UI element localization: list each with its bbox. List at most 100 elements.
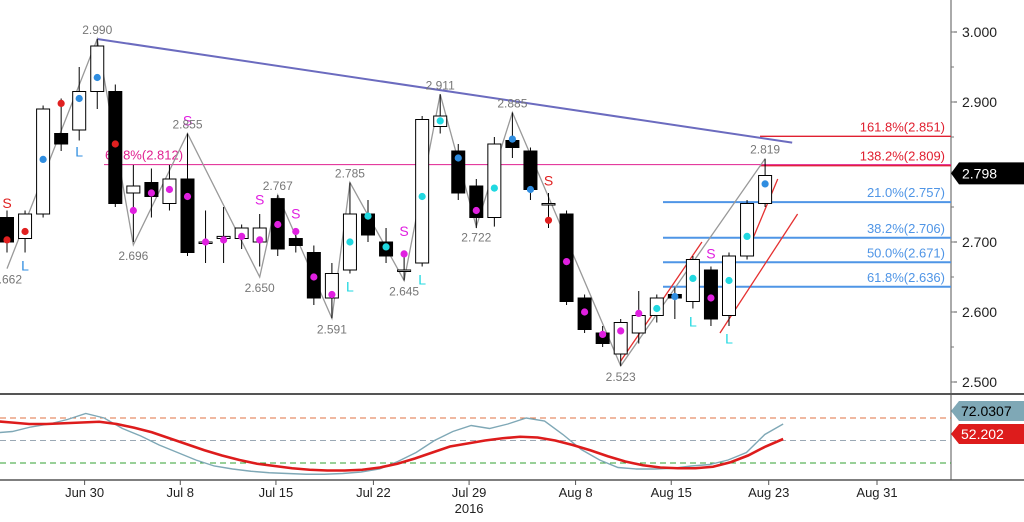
signal-letter: L — [75, 144, 83, 160]
resistance-trendline — [97, 38, 793, 144]
signal-dot — [725, 276, 733, 285]
candle-up — [90, 45, 105, 92]
swing-label: 2.785 — [335, 167, 365, 181]
candle-up — [126, 185, 141, 194]
signal-dot — [490, 184, 498, 192]
y-tick-label: 2.700 — [962, 234, 997, 250]
signal-dot — [508, 135, 516, 143]
signal-dot — [21, 227, 29, 236]
y-tick-label: 2.600 — [962, 304, 997, 320]
signal-dot — [635, 309, 643, 317]
signal-dot — [617, 327, 625, 335]
signal-dot — [147, 189, 155, 197]
signal-letter: S — [2, 195, 11, 211]
candle-down — [523, 150, 538, 190]
candle-up — [415, 119, 430, 264]
candle-up — [758, 175, 773, 204]
signal-dot — [526, 185, 535, 194]
oscillator-value-label: 52.202 — [961, 426, 1004, 442]
candle-down — [54, 133, 69, 145]
candle-up — [72, 91, 87, 131]
x-year-label: 2016 — [455, 501, 484, 516]
signal-dot — [761, 180, 769, 188]
signal-letter: S — [706, 245, 715, 261]
signal-dot — [292, 227, 300, 236]
signal-dot — [238, 232, 246, 240]
x-tick-label: Aug 8 — [559, 485, 593, 500]
signal-dot — [165, 185, 174, 194]
x-tick-label: Jul 22 — [356, 485, 391, 500]
swing-label: 2.722 — [461, 231, 491, 245]
signal-dot — [3, 236, 11, 244]
signal-dot — [274, 220, 282, 229]
signal-dot — [220, 236, 228, 244]
swing-label: 2.662 — [0, 273, 22, 287]
signal-dot — [111, 140, 119, 148]
swing-zigzag-line — [6, 36, 766, 368]
swing-label: 2.855 — [172, 118, 202, 132]
x-tick-label: Aug 15 — [651, 485, 692, 500]
candle-up — [722, 255, 736, 316]
signal-letter: L — [725, 330, 733, 346]
swing-label: 2.591 — [317, 322, 347, 336]
fib-extension-label: 161.8%(2.851) — [860, 119, 945, 134]
signal-dot — [364, 212, 372, 220]
signal-letter: L — [689, 314, 697, 330]
oscillator-value-box — [951, 401, 1024, 421]
y-tick-label: 3.000 — [962, 24, 997, 40]
signal-letter: S — [291, 206, 300, 222]
oscillator-value-box — [951, 424, 1024, 444]
signal-dot — [472, 206, 480, 215]
candle-down — [451, 150, 466, 194]
signal-dot — [57, 99, 65, 107]
y-tick-label: 2.900 — [962, 94, 997, 110]
swing-label: 2.885 — [497, 97, 527, 111]
last-price-label: 2.798 — [962, 165, 997, 181]
x-tick-label: Jul 29 — [452, 485, 487, 500]
last-price-box — [951, 162, 1024, 185]
fib-long-label: 61.8%(2.812) — [105, 148, 183, 163]
signal-dot — [129, 206, 137, 215]
candle-up — [613, 322, 628, 355]
candle-down — [180, 178, 195, 253]
fib-extension-label: 138.2%(2.809) — [860, 149, 945, 164]
x-tick-label: Jun 30 — [65, 485, 104, 500]
signal-dot — [454, 154, 462, 162]
swing-label: 2.911 — [426, 78, 455, 92]
signal-letter: S — [399, 223, 408, 239]
signal-dot — [346, 238, 354, 246]
fib-retracement-label: 21.0%(2.757) — [867, 185, 945, 200]
signal-dot — [382, 243, 390, 251]
candle-up — [397, 269, 412, 272]
candle-up — [487, 143, 502, 218]
x-tick-label: Jul 15 — [259, 485, 294, 500]
swing-label: 2.650 — [245, 281, 275, 295]
signal-dot — [201, 238, 210, 246]
signal-dot — [310, 273, 318, 281]
signal-letter: L — [21, 258, 29, 274]
swing-label: 2.645 — [389, 285, 419, 299]
signal-dot — [671, 293, 679, 301]
signal-dot — [599, 330, 607, 338]
x-tick-label: Aug 23 — [748, 485, 789, 500]
candle-up — [631, 315, 646, 334]
signal-dot — [707, 294, 715, 302]
signal-dot — [562, 258, 571, 266]
candle-down — [559, 213, 574, 302]
signal-dot — [581, 308, 589, 316]
candle-down — [288, 238, 303, 246]
signal-letter: S — [183, 112, 192, 128]
fib-retracement-label: 61.8%(2.636) — [867, 270, 945, 285]
y-tick-label: 2.500 — [962, 374, 997, 390]
signal-dot — [689, 274, 697, 282]
x-tick-label: Jul 8 — [167, 485, 194, 500]
signal-dot — [75, 94, 83, 103]
swing-label: 2.767 — [263, 179, 293, 193]
signal-letter: S — [255, 192, 264, 208]
signal-letter: L — [418, 272, 426, 288]
signal-dot — [418, 192, 426, 201]
signal-dot — [183, 192, 192, 201]
oscillator-value-label: 72.0307 — [961, 403, 1012, 419]
signal-dot — [256, 236, 264, 244]
